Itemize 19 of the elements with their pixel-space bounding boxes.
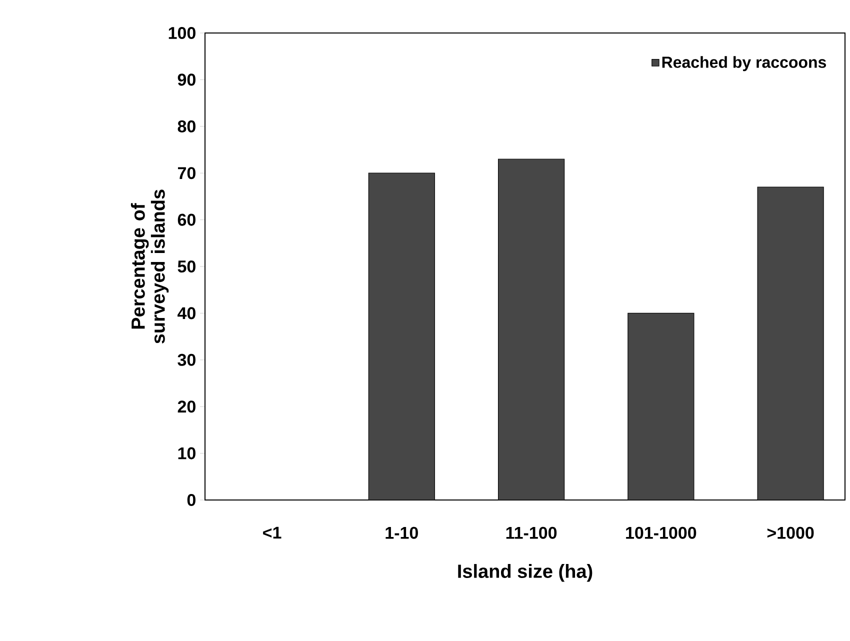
x-tick-label: 11-100 [506, 526, 557, 539]
y-tick-label: 40 [178, 307, 196, 320]
x-tick-label: 1-10 [386, 526, 418, 539]
y-tick-label: 60 [178, 214, 196, 226]
legend-label: Reached by raccoons [662, 56, 826, 72]
x-tick-label: >1000 [767, 526, 814, 539]
y-tick-label: 0 [187, 494, 196, 506]
y-tick-label: 100 [168, 26, 196, 40]
y-axis-title: Percentage of surveyed islands [130, 190, 169, 344]
x-tick-label: 101-1000 [626, 526, 696, 539]
x-tick-label: <1 [263, 526, 282, 539]
x-axis-title: Island size (ha) [458, 564, 592, 582]
y-tick-label: 90 [178, 74, 196, 86]
y-tick-label: 30 [178, 354, 196, 366]
y-tick-label: 80 [178, 120, 196, 132]
y-tick-label: 10 [178, 447, 196, 460]
y-tick-label: 50 [178, 260, 196, 273]
y-tick-label: 70 [178, 167, 196, 180]
y-tick-label: 20 [178, 400, 196, 413]
